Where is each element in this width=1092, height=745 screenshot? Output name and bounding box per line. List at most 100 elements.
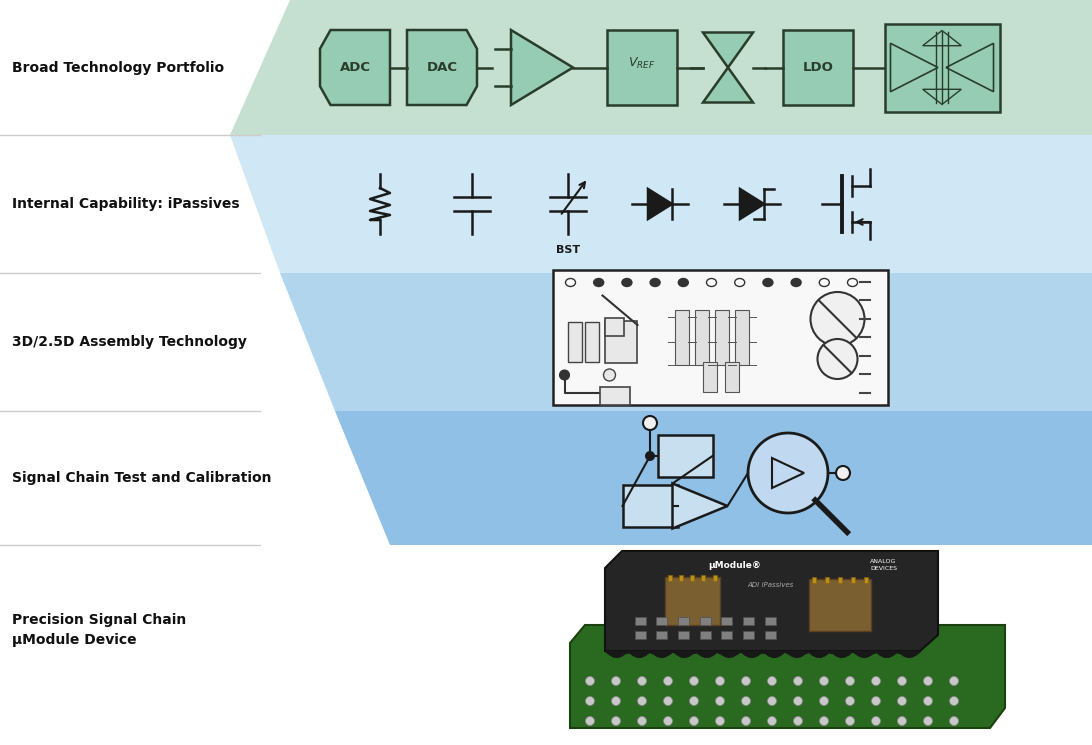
Circle shape [819,717,829,726]
Circle shape [715,717,724,726]
Bar [712,575,716,581]
Circle shape [871,697,880,706]
Polygon shape [605,551,938,651]
Polygon shape [648,189,672,219]
Circle shape [638,676,646,685]
Polygon shape [923,89,961,104]
Bar [700,617,711,625]
Bar [656,617,667,625]
Circle shape [819,676,829,685]
Text: $V_{REF}$: $V_{REF}$ [628,56,655,71]
Bar [607,30,677,105]
Circle shape [768,697,776,706]
Circle shape [585,717,594,726]
Polygon shape [772,458,804,488]
Bar [743,617,753,625]
Bar [812,577,816,583]
Polygon shape [740,189,764,219]
Polygon shape [335,411,1092,545]
Bar [703,362,717,392]
Bar [721,631,732,639]
Circle shape [741,697,750,706]
Bar [678,631,689,639]
Circle shape [898,717,906,726]
Polygon shape [280,273,1092,411]
Ellipse shape [763,279,773,287]
Bar [690,575,695,581]
Bar [667,575,672,581]
Circle shape [794,676,803,685]
Circle shape [748,433,828,513]
Polygon shape [703,33,753,68]
Circle shape [819,697,829,706]
Bar [715,310,729,365]
Circle shape [950,676,959,685]
Circle shape [810,292,865,346]
Circle shape [638,717,646,726]
Circle shape [924,697,933,706]
Bar [568,322,582,362]
Polygon shape [407,30,477,105]
Bar [679,575,682,581]
Bar [701,575,705,581]
Bar [600,387,629,405]
Circle shape [585,676,594,685]
Circle shape [768,676,776,685]
Circle shape [871,717,880,726]
Text: ANALOG
DEVICES: ANALOG DEVICES [870,559,897,571]
Circle shape [836,466,850,480]
Circle shape [950,717,959,726]
Bar [743,631,753,639]
Bar [838,577,842,583]
Polygon shape [946,43,994,92]
Circle shape [794,717,803,726]
Circle shape [871,676,880,685]
Circle shape [689,717,699,726]
Bar [675,310,689,365]
Bar [764,631,775,639]
Bar [851,577,855,583]
Text: BST: BST [556,245,580,255]
Circle shape [664,676,673,685]
Circle shape [645,451,655,461]
Bar [809,579,871,631]
Bar [700,631,711,639]
Polygon shape [923,31,961,45]
Circle shape [845,697,855,706]
Bar [695,310,709,365]
Ellipse shape [791,279,802,287]
Bar [622,485,677,527]
Circle shape [794,697,803,706]
Bar [634,617,645,625]
Bar [735,310,749,365]
Ellipse shape [847,279,857,287]
Circle shape [741,676,750,685]
Polygon shape [320,30,390,105]
Circle shape [924,717,933,726]
Circle shape [845,717,855,726]
Text: Internal Capability: iPassives: Internal Capability: iPassives [12,197,239,211]
Circle shape [559,370,570,380]
Circle shape [612,676,620,685]
Text: Signal Chain Test and Calibration: Signal Chain Test and Calibration [12,471,272,485]
Ellipse shape [678,279,688,287]
Polygon shape [511,30,573,105]
Circle shape [585,697,594,706]
Circle shape [950,697,959,706]
Bar [657,435,712,477]
Circle shape [898,697,906,706]
Polygon shape [703,68,753,103]
Bar [605,318,624,336]
Text: Precision Signal Chain
μModule Device: Precision Signal Chain μModule Device [12,612,187,647]
Text: DAC: DAC [427,61,458,74]
Bar [665,577,720,625]
Circle shape [924,676,933,685]
Circle shape [612,697,620,706]
Circle shape [715,676,724,685]
Ellipse shape [566,279,575,287]
Bar [721,617,732,625]
Circle shape [818,339,857,379]
Circle shape [612,717,620,726]
Bar [605,321,637,363]
Bar [634,631,645,639]
